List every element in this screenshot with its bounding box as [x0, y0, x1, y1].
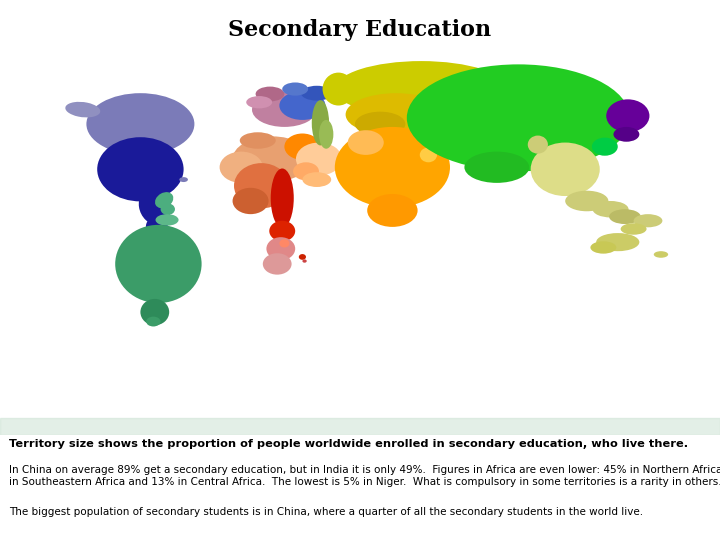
- Ellipse shape: [66, 102, 100, 117]
- Ellipse shape: [233, 137, 312, 181]
- Ellipse shape: [284, 133, 320, 160]
- Ellipse shape: [634, 214, 662, 227]
- Text: In China on average 89% get a secondary education, but in India it is only 49%. : In China on average 89% get a secondary …: [9, 465, 720, 487]
- Bar: [0, 418, 720, 435]
- Ellipse shape: [596, 233, 639, 251]
- Ellipse shape: [156, 214, 179, 226]
- Ellipse shape: [593, 201, 629, 218]
- Ellipse shape: [240, 132, 276, 149]
- Ellipse shape: [592, 138, 618, 156]
- Ellipse shape: [335, 127, 450, 207]
- Ellipse shape: [252, 92, 317, 127]
- Ellipse shape: [299, 254, 306, 260]
- Ellipse shape: [97, 137, 184, 201]
- Ellipse shape: [220, 152, 263, 183]
- Ellipse shape: [335, 61, 508, 117]
- Ellipse shape: [609, 209, 641, 224]
- Ellipse shape: [531, 143, 600, 196]
- Ellipse shape: [279, 239, 289, 247]
- Ellipse shape: [355, 112, 405, 137]
- Ellipse shape: [621, 223, 647, 235]
- Text: Territory size shows the proportion of people worldwide enrolled in secondary ed: Territory size shows the proportion of p…: [9, 439, 688, 449]
- Ellipse shape: [528, 136, 548, 154]
- Ellipse shape: [296, 143, 342, 176]
- Text: The biggest population of secondary students is in China, where a quarter of all: The biggest population of secondary stud…: [9, 507, 643, 517]
- Ellipse shape: [161, 204, 175, 215]
- Ellipse shape: [139, 188, 171, 225]
- Ellipse shape: [420, 147, 437, 163]
- Ellipse shape: [279, 91, 325, 120]
- Ellipse shape: [654, 251, 668, 258]
- Ellipse shape: [346, 93, 446, 136]
- Ellipse shape: [146, 316, 161, 327]
- Ellipse shape: [302, 259, 307, 262]
- Ellipse shape: [565, 191, 608, 211]
- Ellipse shape: [323, 72, 354, 105]
- Ellipse shape: [115, 225, 202, 303]
- Ellipse shape: [86, 93, 194, 155]
- Text: Secondary Education: Secondary Education: [228, 19, 492, 41]
- Ellipse shape: [269, 221, 295, 241]
- Ellipse shape: [301, 86, 333, 100]
- Ellipse shape: [271, 168, 294, 228]
- Ellipse shape: [407, 64, 630, 171]
- Ellipse shape: [246, 96, 272, 109]
- Ellipse shape: [155, 192, 174, 208]
- Ellipse shape: [234, 163, 289, 208]
- Ellipse shape: [256, 86, 284, 102]
- Ellipse shape: [312, 100, 329, 145]
- Ellipse shape: [266, 237, 295, 260]
- Ellipse shape: [464, 152, 529, 183]
- Ellipse shape: [348, 130, 384, 155]
- Ellipse shape: [590, 241, 616, 254]
- Ellipse shape: [179, 177, 188, 182]
- Ellipse shape: [233, 188, 269, 214]
- Ellipse shape: [302, 172, 331, 187]
- Ellipse shape: [613, 127, 639, 141]
- Ellipse shape: [263, 253, 292, 275]
- Ellipse shape: [293, 163, 319, 180]
- Ellipse shape: [282, 83, 308, 96]
- Ellipse shape: [319, 120, 333, 148]
- Ellipse shape: [146, 215, 168, 235]
- Ellipse shape: [140, 299, 169, 325]
- Ellipse shape: [606, 99, 649, 132]
- Ellipse shape: [367, 194, 418, 227]
